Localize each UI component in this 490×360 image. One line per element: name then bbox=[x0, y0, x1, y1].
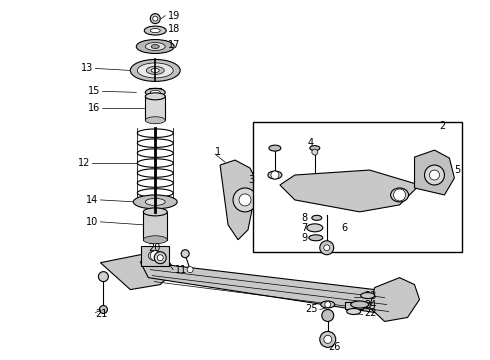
Text: 23: 23 bbox=[365, 291, 377, 301]
Ellipse shape bbox=[137, 63, 173, 78]
Text: 12: 12 bbox=[78, 158, 91, 168]
Ellipse shape bbox=[361, 293, 375, 298]
Polygon shape bbox=[100, 255, 175, 289]
Text: 4: 4 bbox=[308, 138, 314, 148]
Circle shape bbox=[271, 171, 279, 179]
Ellipse shape bbox=[310, 146, 320, 150]
Ellipse shape bbox=[321, 301, 335, 308]
Ellipse shape bbox=[147, 67, 164, 75]
Circle shape bbox=[393, 189, 406, 201]
Ellipse shape bbox=[144, 26, 166, 35]
Ellipse shape bbox=[145, 117, 165, 124]
Circle shape bbox=[187, 267, 193, 273]
Circle shape bbox=[320, 241, 334, 255]
Circle shape bbox=[181, 250, 189, 258]
Ellipse shape bbox=[145, 88, 165, 96]
Text: 25: 25 bbox=[305, 305, 318, 315]
Text: 16: 16 bbox=[88, 103, 100, 113]
Text: 1: 1 bbox=[215, 147, 221, 157]
Text: 19: 19 bbox=[168, 11, 180, 21]
Ellipse shape bbox=[145, 42, 165, 50]
Circle shape bbox=[98, 272, 108, 282]
Circle shape bbox=[322, 310, 334, 321]
Circle shape bbox=[324, 245, 330, 251]
Polygon shape bbox=[280, 170, 419, 212]
Circle shape bbox=[312, 149, 318, 155]
Text: 2: 2 bbox=[440, 121, 446, 131]
Text: 15: 15 bbox=[88, 86, 100, 96]
Ellipse shape bbox=[351, 301, 368, 308]
Circle shape bbox=[424, 165, 444, 185]
Text: 26: 26 bbox=[328, 342, 340, 352]
Ellipse shape bbox=[145, 93, 165, 100]
Ellipse shape bbox=[143, 208, 167, 216]
Ellipse shape bbox=[151, 45, 159, 49]
Ellipse shape bbox=[312, 215, 322, 220]
Text: 21: 21 bbox=[96, 310, 108, 319]
Text: 10: 10 bbox=[86, 217, 98, 227]
Ellipse shape bbox=[150, 90, 160, 94]
Circle shape bbox=[99, 306, 107, 314]
Circle shape bbox=[429, 170, 440, 180]
Text: 14: 14 bbox=[86, 195, 98, 205]
Circle shape bbox=[325, 302, 331, 307]
Ellipse shape bbox=[148, 251, 162, 261]
Ellipse shape bbox=[151, 68, 159, 72]
Text: 22: 22 bbox=[365, 309, 377, 319]
Polygon shape bbox=[369, 278, 419, 321]
Circle shape bbox=[239, 194, 251, 206]
Circle shape bbox=[154, 252, 166, 264]
Ellipse shape bbox=[133, 195, 177, 209]
Bar bbox=[141, 246, 169, 266]
Circle shape bbox=[320, 332, 336, 347]
Bar bbox=[253, 122, 463, 252]
Circle shape bbox=[157, 255, 163, 261]
Text: 17: 17 bbox=[168, 40, 181, 50]
Bar bbox=[345, 302, 363, 309]
Text: 6: 6 bbox=[342, 223, 348, 233]
Text: 20: 20 bbox=[148, 243, 161, 253]
Ellipse shape bbox=[307, 224, 323, 232]
Text: 18: 18 bbox=[168, 24, 180, 33]
Ellipse shape bbox=[268, 171, 282, 179]
Text: 3: 3 bbox=[248, 175, 254, 185]
Ellipse shape bbox=[309, 235, 323, 241]
Bar bbox=[145, 96, 165, 120]
Ellipse shape bbox=[347, 309, 361, 315]
Bar bbox=[143, 212, 167, 240]
Ellipse shape bbox=[136, 40, 174, 54]
Ellipse shape bbox=[269, 145, 281, 151]
Text: 7: 7 bbox=[301, 223, 308, 233]
Ellipse shape bbox=[391, 188, 409, 202]
Text: 5: 5 bbox=[454, 165, 461, 175]
Circle shape bbox=[153, 16, 158, 21]
Text: 8: 8 bbox=[302, 213, 308, 223]
Text: 11: 11 bbox=[175, 265, 188, 275]
Ellipse shape bbox=[145, 198, 165, 206]
Text: 13: 13 bbox=[81, 63, 94, 73]
Circle shape bbox=[233, 188, 257, 212]
Text: 9: 9 bbox=[302, 233, 308, 243]
Circle shape bbox=[150, 251, 160, 261]
Circle shape bbox=[150, 14, 160, 24]
Ellipse shape bbox=[130, 59, 180, 81]
Circle shape bbox=[324, 336, 332, 343]
Ellipse shape bbox=[150, 28, 160, 32]
Ellipse shape bbox=[143, 236, 167, 244]
Polygon shape bbox=[220, 160, 260, 240]
Polygon shape bbox=[140, 262, 399, 315]
Polygon shape bbox=[415, 150, 454, 195]
Text: 24: 24 bbox=[365, 300, 377, 310]
